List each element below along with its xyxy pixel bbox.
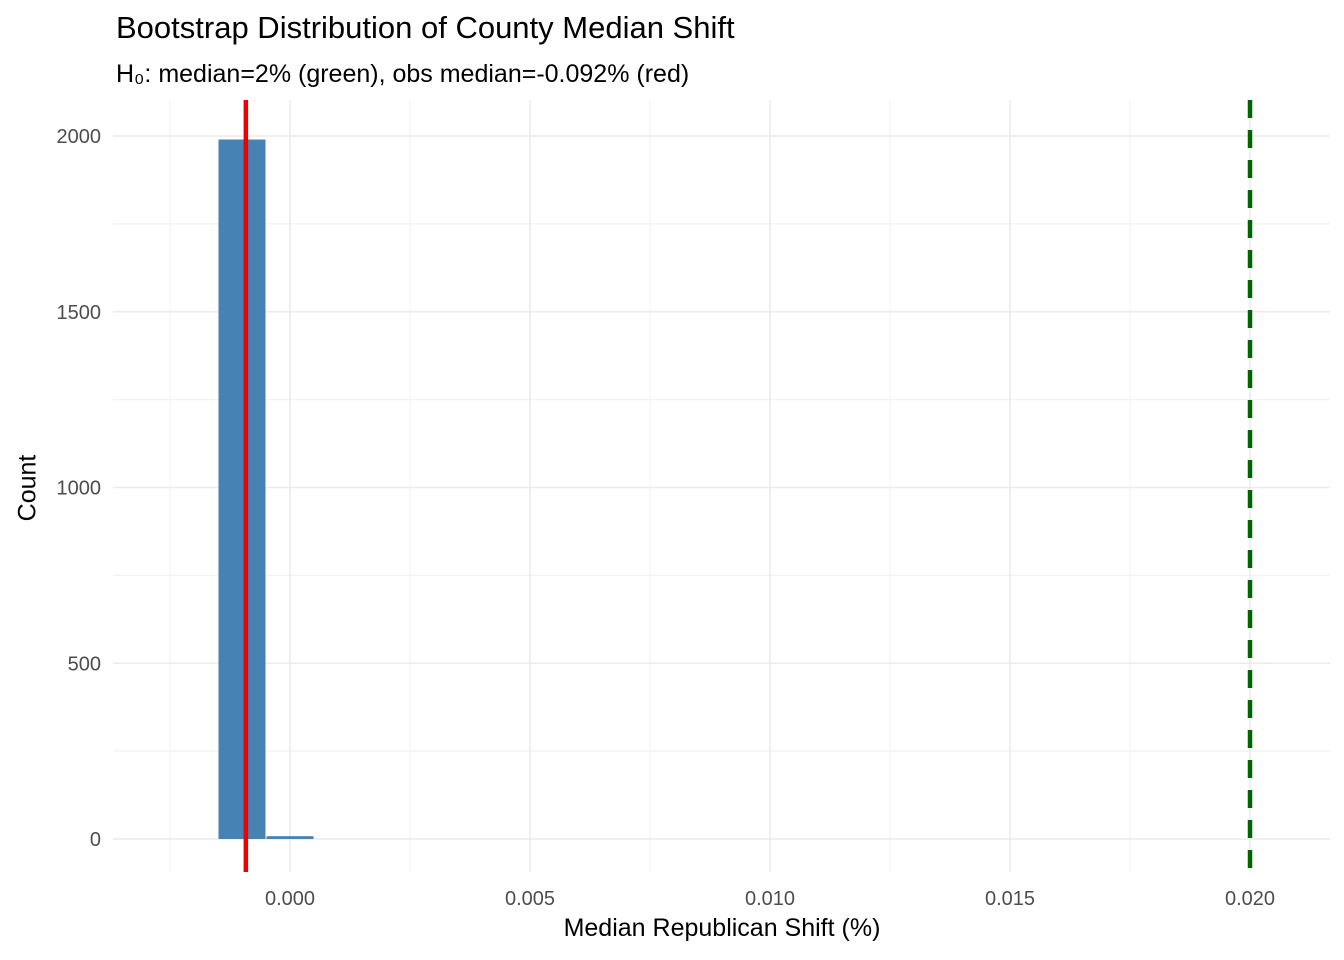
x-axis-label: Median Republican Shift (%) bbox=[563, 914, 881, 942]
y-tick-label: 0 bbox=[90, 829, 101, 851]
x-tick-label: 0.000 bbox=[265, 888, 315, 910]
y-tick-label: 1000 bbox=[57, 478, 102, 500]
x-tick-label: 0.015 bbox=[985, 888, 1035, 910]
chart-subtitle: H₀: median=2% (green), obs median=-0.092… bbox=[116, 60, 690, 88]
x-tick-label: 0.010 bbox=[745, 888, 795, 910]
y-tick-label: 1500 bbox=[57, 302, 102, 324]
histogram-bar-2 bbox=[266, 836, 314, 839]
x-tick-label: 0.005 bbox=[505, 888, 555, 910]
y-axis-label: Count bbox=[13, 454, 42, 522]
y-tick-label: 500 bbox=[68, 653, 101, 675]
x-tick-label: 0.020 bbox=[1225, 888, 1275, 910]
y-tick-label: 2000 bbox=[57, 126, 102, 148]
histogram-bar-1 bbox=[218, 139, 266, 839]
chart-title: Bootstrap Distribution of County Median … bbox=[116, 10, 735, 45]
